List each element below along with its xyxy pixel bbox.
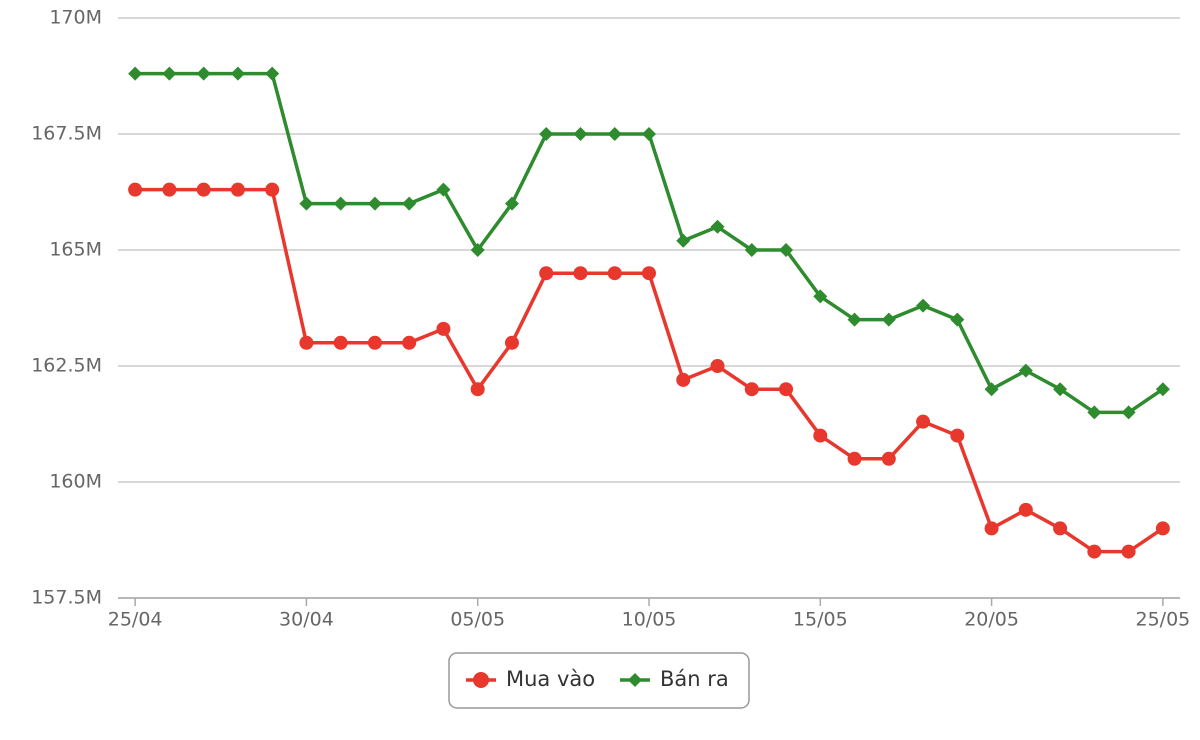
point (265, 66, 280, 81)
point (504, 196, 519, 211)
point (128, 182, 143, 197)
point (779, 243, 794, 257)
point (950, 428, 965, 443)
point (813, 428, 828, 443)
point (1155, 521, 1170, 536)
point (573, 127, 588, 141)
point (436, 182, 451, 197)
point (642, 127, 656, 141)
point (162, 66, 177, 81)
point (230, 182, 245, 197)
point (230, 66, 245, 81)
point (1018, 502, 1033, 517)
point (1121, 544, 1136, 559)
legend-box (448, 652, 750, 709)
point (744, 382, 759, 397)
point (1087, 405, 1102, 420)
y-tick-label: 162.5M (31, 355, 102, 377)
point (710, 219, 725, 234)
point (984, 521, 999, 536)
y-tick-label: 157.5M (31, 587, 102, 609)
series-line (135, 187, 1164, 554)
point (916, 414, 931, 429)
x-tick-label: 15/05 (793, 609, 848, 631)
point (607, 127, 622, 141)
point (367, 196, 382, 211)
point (436, 321, 451, 336)
series-line (135, 71, 1164, 415)
x-tick-label: 20/05 (964, 609, 1019, 631)
point (642, 266, 656, 281)
point (1018, 363, 1033, 378)
point (1053, 382, 1068, 397)
point (265, 182, 280, 197)
point (847, 451, 862, 466)
y-tick-label: 170M (49, 7, 102, 29)
point (299, 196, 314, 211)
point (744, 243, 759, 257)
point (128, 66, 143, 81)
x-tick-label: 10/05 (622, 609, 677, 631)
point (1087, 544, 1102, 559)
point (470, 382, 485, 397)
point (162, 182, 177, 197)
point (333, 196, 348, 211)
point (916, 298, 931, 313)
point (813, 289, 828, 304)
point (196, 182, 211, 197)
point (539, 127, 554, 141)
x-tick-label: 25/05 (1135, 609, 1190, 631)
point (333, 335, 348, 350)
x-tick-label: 30/04 (279, 609, 334, 631)
point (710, 359, 725, 373)
point (539, 266, 554, 281)
point (367, 335, 382, 350)
point (1121, 405, 1136, 420)
legend-marker (628, 673, 642, 687)
point (881, 451, 896, 466)
y-tick-label: 167.5M (31, 123, 102, 145)
point (847, 312, 862, 327)
x-tick-label: 25/04 (108, 609, 163, 631)
point (779, 382, 794, 397)
point (573, 266, 588, 281)
x-tick-label: 05/05 (450, 609, 505, 631)
point (1155, 382, 1170, 397)
point (470, 243, 485, 257)
legend-marker (473, 672, 489, 688)
y-tick-label: 160M (49, 471, 102, 493)
point (950, 312, 965, 327)
point (299, 335, 314, 350)
point (881, 312, 896, 327)
legend-label: Bán ra (660, 667, 729, 691)
point (1053, 521, 1068, 536)
point (504, 335, 519, 350)
point (676, 372, 691, 387)
point (402, 196, 417, 211)
point (984, 382, 999, 397)
point (676, 233, 691, 248)
legend-label: Mua vào (506, 667, 595, 691)
point (402, 335, 417, 350)
point (607, 266, 622, 281)
y-tick-label: 165M (49, 239, 102, 261)
point (196, 66, 211, 81)
